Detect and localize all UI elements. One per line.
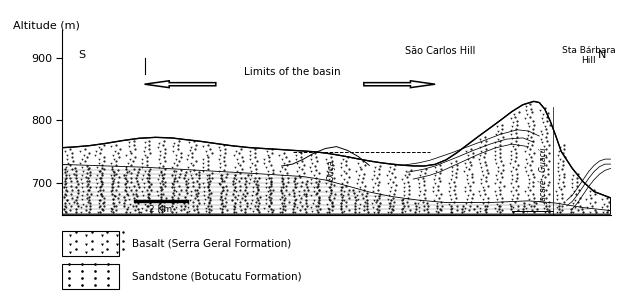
Polygon shape xyxy=(62,101,611,214)
Bar xyxy=(62,231,119,256)
Polygon shape xyxy=(62,164,611,214)
Text: Sandstone (Botucatu Formation): Sandstone (Botucatu Formation) xyxy=(132,271,302,281)
Text: Limits of the basin: Limits of the basin xyxy=(244,67,341,77)
Bar xyxy=(62,264,119,289)
Text: Jacaré - Guaçú: Jacaré - Guaçú xyxy=(540,149,549,205)
FancyArrow shape xyxy=(145,81,216,88)
Text: N: N xyxy=(598,51,607,60)
Text: 2 Km: 2 Km xyxy=(150,205,173,214)
Text: Onça: Onça xyxy=(326,160,335,181)
Text: S: S xyxy=(78,51,85,60)
Text: Sta Bárbara
Hill: Sta Bárbara Hill xyxy=(562,45,616,65)
Text: São Carlos Hill: São Carlos Hill xyxy=(406,45,476,56)
Text: Altitude (m): Altitude (m) xyxy=(13,21,80,30)
FancyArrow shape xyxy=(364,81,435,88)
Text: Basalt (Serra Geral Formation): Basalt (Serra Geral Formation) xyxy=(132,239,292,249)
